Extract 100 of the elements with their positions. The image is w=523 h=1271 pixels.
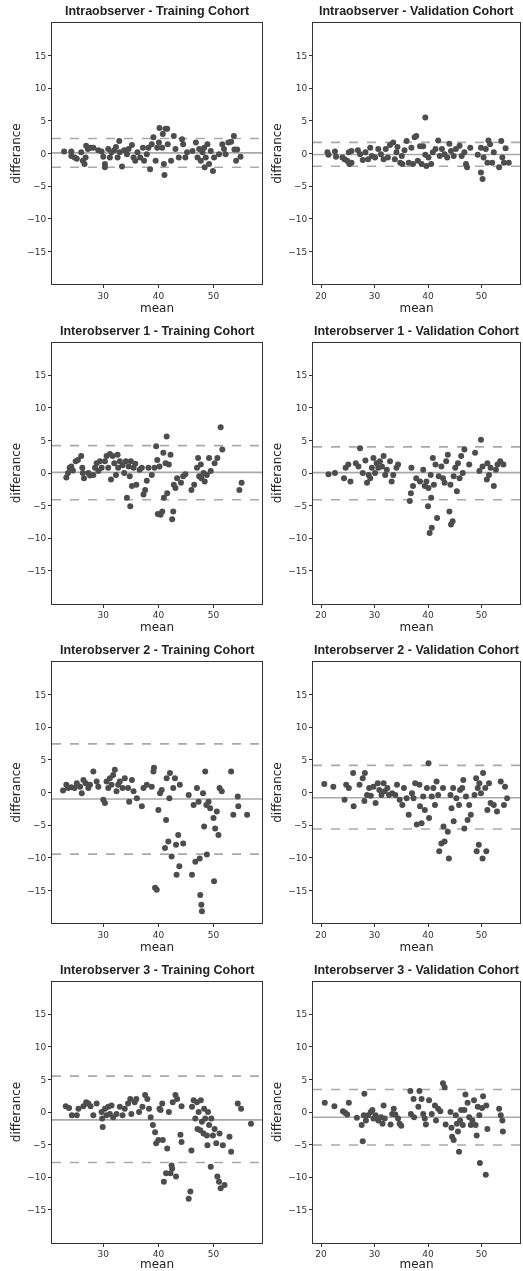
- x-tick-label: 40: [152, 929, 165, 940]
- y-tick-label: 0: [301, 787, 308, 798]
- y-tick-label: −10: [288, 852, 308, 863]
- y-tick-label: −10: [288, 213, 308, 224]
- x-tick-label: 50: [475, 929, 488, 940]
- chart-title: Interobserver 1 - Training Cohort: [60, 324, 256, 338]
- y-axis-title: differance: [269, 762, 284, 823]
- y-tick-label: 5: [40, 755, 47, 766]
- y-tick-label: −15: [27, 566, 47, 577]
- x-tick-label: 30: [368, 929, 381, 940]
- y-tick-label: −5: [32, 181, 47, 192]
- x-tick-label: 40: [152, 1249, 165, 1260]
- y-tick-label: 5: [301, 755, 308, 766]
- y-tick-label: −10: [27, 213, 47, 224]
- x-tick-label: 20: [315, 610, 328, 621]
- y-tick-label: 0: [301, 148, 308, 159]
- y-tick-label: 10: [34, 1041, 47, 1052]
- x-tick-label: 40: [422, 929, 434, 940]
- y-tick-label: −15: [288, 1205, 308, 1216]
- x-tick-label: 30: [97, 1249, 110, 1260]
- x-tick-label: 50: [475, 290, 488, 301]
- x-axis-title: mean: [139, 620, 175, 635]
- y-tick-label: 15: [295, 689, 308, 700]
- y-tick-label: 5: [301, 1074, 308, 1085]
- y-tick-label: 0: [301, 1107, 308, 1118]
- y-tick-label: 15: [34, 1009, 47, 1020]
- chart-title: Interobserver 2 - Validation Cohort: [314, 643, 520, 657]
- y-tick-label: −10: [27, 1172, 47, 1183]
- chart-title: Interobserver 3 - Training Cohort: [60, 963, 256, 977]
- x-axis-title: mean: [139, 1257, 175, 1271]
- y-tick-label: −15: [27, 246, 47, 257]
- y-tick-label: 10: [34, 83, 47, 94]
- y-axis-title: differance: [8, 123, 23, 184]
- x-tick-label: 50: [207, 290, 220, 301]
- x-tick-label: 40: [422, 610, 434, 621]
- y-tick-label: −15: [27, 885, 47, 896]
- chart-title: Intraobserver - Validation Cohort: [319, 4, 515, 18]
- chart-title: Interobserver 3 - Validation Cohort: [314, 963, 520, 977]
- y-tick-label: 5: [40, 1074, 47, 1085]
- y-tick-label: −5: [32, 1139, 47, 1150]
- x-tick-label: 30: [368, 610, 381, 621]
- y-axis-title: differance: [269, 123, 284, 184]
- y-tick-label: 5: [301, 116, 308, 127]
- x-tick-label: 50: [475, 1249, 488, 1260]
- y-tick-label: −10: [288, 1172, 308, 1183]
- y-tick-label: 0: [301, 468, 308, 479]
- y-tick-label: 10: [295, 722, 308, 733]
- y-tick-label: 10: [34, 402, 47, 413]
- y-tick-label: −5: [32, 500, 47, 511]
- y-tick-label: −10: [288, 533, 308, 544]
- y-tick-label: 15: [295, 370, 308, 381]
- y-tick-label: 5: [301, 435, 308, 446]
- y-tick-label: −5: [293, 820, 308, 831]
- x-tick-label: 40: [152, 610, 165, 621]
- y-tick-label: 10: [295, 1041, 308, 1052]
- y-tick-label: −15: [288, 566, 308, 577]
- y-tick-label: 15: [295, 50, 308, 61]
- y-tick-label: 10: [295, 402, 308, 413]
- y-tick-label: −15: [288, 885, 308, 896]
- x-tick-label: 40: [152, 290, 165, 301]
- x-tick-label: 20: [315, 1249, 328, 1260]
- y-tick-label: −5: [293, 181, 308, 192]
- x-tick-label: 50: [207, 1249, 220, 1260]
- x-tick-label: 30: [97, 929, 110, 940]
- y-axis-title: differance: [269, 442, 284, 504]
- chart-title: Interobserver 2 - Training Cohort: [60, 643, 256, 657]
- y-tick-label: 15: [34, 50, 47, 61]
- y-tick-label: 0: [40, 468, 47, 479]
- x-tick-label: 30: [97, 290, 110, 301]
- y-tick-label: −10: [27, 533, 47, 544]
- x-tick-label: 20: [315, 290, 328, 301]
- x-tick-label: 30: [368, 1249, 381, 1260]
- y-tick-label: −10: [27, 852, 47, 863]
- y-axis-title: differance: [269, 1081, 284, 1143]
- y-tick-label: 10: [295, 83, 308, 94]
- y-tick-label: 0: [40, 1107, 47, 1118]
- y-tick-label: −5: [293, 500, 308, 511]
- y-tick-label: −15: [27, 1205, 47, 1216]
- x-tick-label: 30: [368, 290, 381, 301]
- x-axis-title: mean: [139, 300, 175, 315]
- y-tick-label: 5: [40, 435, 47, 446]
- chart-title: Interobserver 1 - Validation Cohort: [314, 324, 520, 338]
- y-axis-title: differance: [8, 762, 23, 823]
- x-tick-label: 50: [475, 610, 488, 621]
- x-axis-title: mean: [399, 1257, 434, 1271]
- y-tick-label: −5: [32, 820, 47, 831]
- x-axis-title: mean: [399, 300, 434, 315]
- y-axis-title: differance: [8, 1081, 23, 1143]
- x-tick-label: 30: [97, 610, 110, 621]
- y-tick-label: 15: [34, 370, 47, 381]
- x-axis-title: mean: [399, 939, 434, 954]
- y-tick-label: −5: [293, 1139, 308, 1150]
- x-axis-title: mean: [399, 620, 434, 635]
- y-tick-label: 5: [40, 116, 47, 127]
- x-tick-label: 50: [207, 929, 220, 940]
- x-axis-title: mean: [139, 939, 175, 954]
- y-tick-label: 0: [40, 787, 47, 798]
- x-tick-label: 40: [422, 290, 434, 301]
- y-tick-label: 10: [34, 722, 47, 733]
- x-tick-label: 20: [315, 929, 328, 940]
